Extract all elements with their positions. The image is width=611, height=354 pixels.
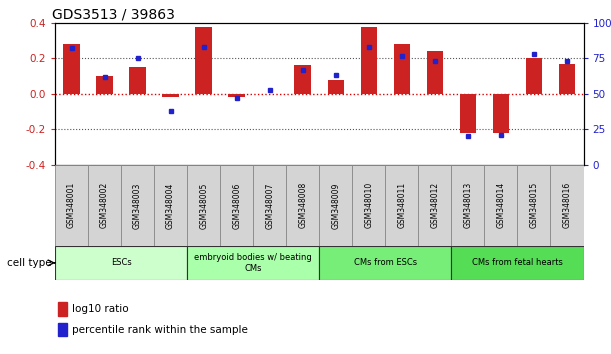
Bar <box>452 246 584 280</box>
Bar <box>558 64 575 94</box>
Text: GSM348014: GSM348014 <box>496 182 505 228</box>
Bar <box>393 44 410 94</box>
Bar <box>327 80 344 94</box>
Bar <box>55 246 187 280</box>
Bar <box>551 165 584 246</box>
Bar <box>55 165 88 246</box>
Text: percentile rank within the sample: percentile rank within the sample <box>72 325 247 335</box>
Bar <box>518 165 551 246</box>
Text: GSM348012: GSM348012 <box>430 182 439 228</box>
Bar <box>229 94 245 97</box>
Text: log10 ratio: log10 ratio <box>72 304 128 314</box>
Bar <box>88 165 121 246</box>
Text: embryoid bodies w/ beating
CMs: embryoid bodies w/ beating CMs <box>194 253 312 273</box>
Bar <box>353 165 386 246</box>
Bar <box>130 67 146 94</box>
Bar <box>286 165 320 246</box>
Text: GSM348013: GSM348013 <box>463 182 472 228</box>
Bar <box>492 94 509 133</box>
Bar <box>485 165 518 246</box>
Text: GSM348015: GSM348015 <box>530 182 538 228</box>
Text: GSM348002: GSM348002 <box>100 182 109 228</box>
Text: GSM348004: GSM348004 <box>166 182 175 229</box>
Text: GSM348005: GSM348005 <box>199 182 208 229</box>
Bar <box>64 44 80 94</box>
Text: CMs from ESCs: CMs from ESCs <box>354 258 417 267</box>
Bar <box>459 94 476 133</box>
Bar <box>97 76 113 94</box>
Bar <box>59 302 67 316</box>
Bar <box>59 323 67 336</box>
Bar <box>187 246 319 280</box>
Text: GSM348011: GSM348011 <box>397 182 406 228</box>
Bar <box>452 165 485 246</box>
Text: GSM348010: GSM348010 <box>364 182 373 228</box>
Bar <box>196 27 212 94</box>
Text: GDS3513 / 39863: GDS3513 / 39863 <box>53 8 175 22</box>
Bar <box>220 165 253 246</box>
Text: GSM348009: GSM348009 <box>331 182 340 229</box>
Bar <box>419 165 452 246</box>
Bar <box>319 246 452 280</box>
Text: GSM348006: GSM348006 <box>232 182 241 229</box>
Text: GSM348003: GSM348003 <box>133 182 142 229</box>
Bar <box>295 65 311 94</box>
Bar <box>154 165 187 246</box>
Bar <box>360 27 377 94</box>
Text: CMs from fetal hearts: CMs from fetal hearts <box>472 258 563 267</box>
Bar <box>121 165 154 246</box>
Bar <box>319 165 353 246</box>
Text: GSM348016: GSM348016 <box>563 182 571 228</box>
Bar <box>426 51 443 94</box>
Text: GSM348008: GSM348008 <box>298 182 307 228</box>
Bar <box>163 94 179 97</box>
Bar <box>253 165 286 246</box>
Text: cell type: cell type <box>7 258 52 268</box>
Text: GSM348001: GSM348001 <box>67 182 76 228</box>
Bar <box>386 165 419 246</box>
Bar <box>525 58 542 94</box>
Text: GSM348007: GSM348007 <box>265 182 274 229</box>
Text: ESCs: ESCs <box>111 258 131 267</box>
Bar <box>187 165 220 246</box>
